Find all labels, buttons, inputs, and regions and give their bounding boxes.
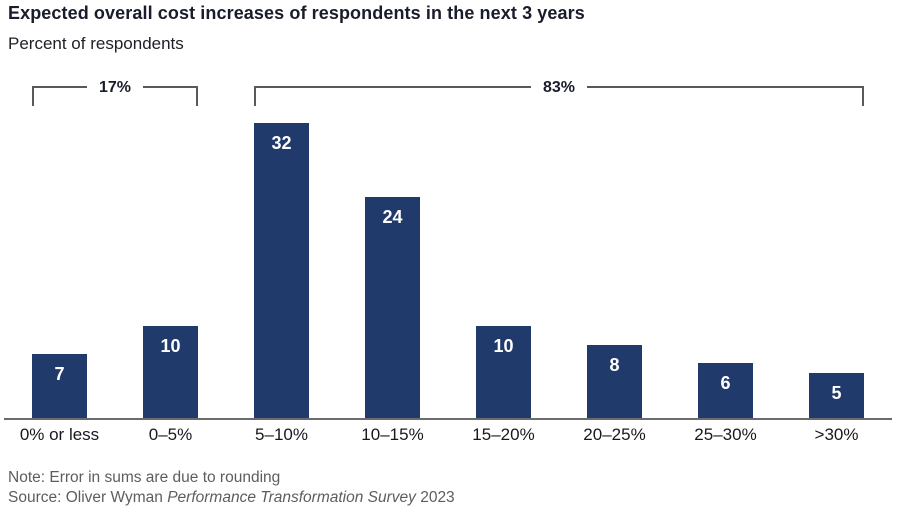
bar: 8 — [587, 345, 642, 419]
bar: 32 — [254, 123, 309, 419]
bar-column: 10 — [448, 123, 559, 419]
bracket-annotation: 17% — [32, 79, 198, 106]
category-label: 5–10% — [255, 425, 308, 444]
bar: 10 — [476, 326, 531, 419]
bar: 7 — [32, 354, 87, 419]
bar: 5 — [809, 373, 864, 419]
category-label: 15–20% — [472, 425, 535, 444]
source-survey-name: Performance Transformation Survey — [167, 489, 416, 506]
category-label: 10–15% — [361, 425, 424, 444]
bar-column: 6 — [670, 123, 781, 419]
bar-column: 5 — [781, 123, 892, 419]
bracket-annotation: 83% — [254, 79, 864, 106]
bar-column: 10 — [115, 123, 226, 419]
bar-column: 8 — [559, 123, 670, 419]
bar-column: 24 — [337, 123, 448, 419]
bar-value-label: 5 — [831, 383, 842, 403]
category-label: >30% — [814, 425, 859, 444]
source-prefix: Source: Oliver Wyman — [8, 489, 168, 506]
bar: 24 — [365, 197, 420, 419]
note-text: Note: Error in sums are due to rounding — [8, 469, 281, 486]
bars-row: 7 10 32 24 10 8 6 5 — [4, 123, 892, 419]
category-labels-row: 0% or less 0–5% 5–10% 10–15% 15–20% 20–25% 25–… — [4, 425, 892, 445]
chart-title: Expected overall cost increases of respo… — [8, 3, 585, 23]
bar-column: 32 — [226, 123, 337, 419]
bar-value-label: 24 — [382, 207, 403, 227]
footer-notes: Note: Error in sums are due to rounding … — [8, 468, 455, 508]
bracket-label: 17% — [86, 79, 144, 97]
bar-value-label: 10 — [160, 336, 181, 356]
category-label: 0% or less — [19, 425, 100, 444]
bracket-label: 83% — [530, 79, 588, 97]
bar-value-label: 8 — [609, 355, 620, 375]
bar-value-label: 10 — [493, 336, 514, 356]
source-suffix: 2023 — [415, 489, 455, 506]
chart-subtitle: Percent of respondents — [8, 34, 184, 53]
x-axis-line — [4, 418, 892, 420]
bar-value-label: 32 — [271, 133, 292, 153]
category-label: 0–5% — [148, 425, 193, 444]
bar-column: 7 — [4, 123, 115, 419]
bar: 6 — [698, 363, 753, 419]
bar-value-label: 7 — [54, 364, 65, 384]
category-label: 25–30% — [694, 425, 757, 444]
category-label: 20–25% — [583, 425, 646, 444]
bar-value-label: 6 — [720, 373, 731, 393]
bar: 10 — [143, 326, 198, 419]
source-text: Source: Oliver Wyman Performance Transfo… — [8, 488, 455, 508]
